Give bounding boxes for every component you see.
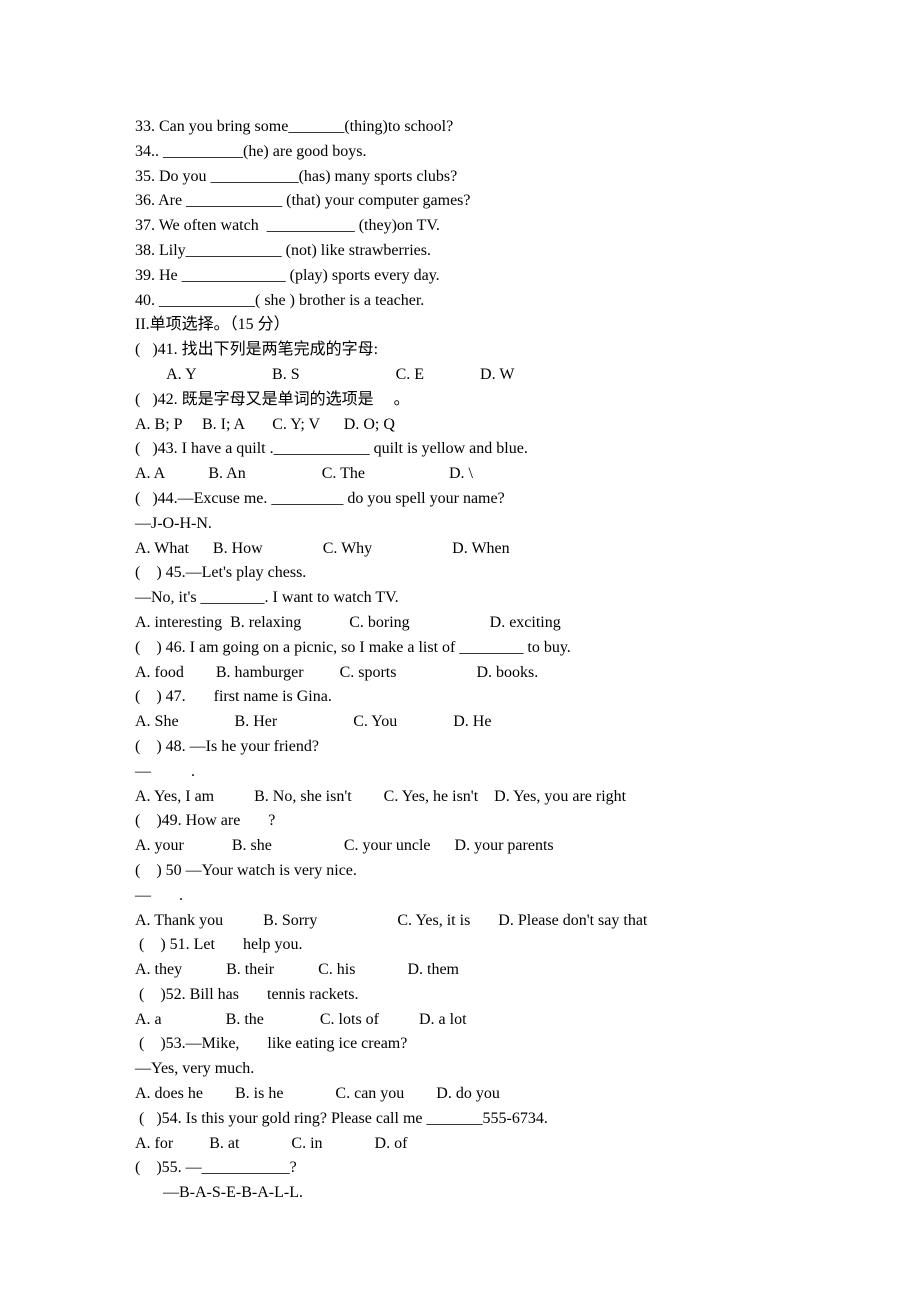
q46-stem: ( ) 46. I am going on a picnic, so I mak…	[135, 636, 785, 661]
q42-opts: A. B; P B. I; A C. Y; V D. O; Q	[135, 413, 785, 438]
q36: 36. Are ____________ (that) your compute…	[135, 189, 785, 214]
q40: 40. ____________( she ) brother is a tea…	[135, 289, 785, 314]
q41-opts: A. Y B. S C. E D. W	[135, 363, 785, 388]
q55-stem: ( )55. ―___________?	[135, 1156, 785, 1181]
q50-stem: ( ) 50 ―Your watch is very nice.	[135, 859, 785, 884]
q49-stem: ( )49. How are ?	[135, 809, 785, 834]
q48-stem: ( ) 48. ―Is he your friend?	[135, 735, 785, 760]
q50-opts: A. Thank you B. Sorry C. Yes, it is D. P…	[135, 909, 785, 934]
q55-resp: ―B-A-S-E-B-A-L-L.	[135, 1181, 785, 1206]
q44-opts: A. What B. How C. Why D. When	[135, 537, 785, 562]
section2-title: II.单项选择。（15 分）	[135, 313, 785, 338]
q48-resp: ― .	[135, 760, 785, 785]
q53-stem: ( )53.―Mike, like eating ice cream?	[135, 1032, 785, 1057]
q34: 34.. __________(he) are good boys.	[135, 140, 785, 165]
q38: 38. Lily____________ (not) like strawber…	[135, 239, 785, 264]
q54-stem: ( )54. Is this your gold ring? Please ca…	[135, 1107, 785, 1132]
q51-stem: ( ) 51. Let help you.	[135, 933, 785, 958]
q45-opts: A. interesting B. relaxing C. boring D. …	[135, 611, 785, 636]
q53-resp: ―Yes, very much.	[135, 1057, 785, 1082]
q46-opts: A. food B. hamburger C. sports D. books.	[135, 661, 785, 686]
q47-stem: ( ) 47. first name is Gina.	[135, 685, 785, 710]
q43-opts: A. A B. An C. The D. \	[135, 462, 785, 487]
q43-stem: ( )43. I have a quilt .____________ quil…	[135, 437, 785, 462]
q51-opts: A. they B. their C. his D. them	[135, 958, 785, 983]
q39: 39. He _____________ (play) sports every…	[135, 264, 785, 289]
q45-stem: ( ) 45.―Let's play chess.	[135, 561, 785, 586]
q45-resp: ―No, it's ________. I want to watch TV.	[135, 586, 785, 611]
q53-opts: A. does he B. is he C. can you D. do you	[135, 1082, 785, 1107]
q47-opts: A. She B. Her C. You D. He	[135, 710, 785, 735]
q42-stem: ( )42. 既是字母又是单词的选项是 。	[135, 388, 785, 413]
q50-resp: ― .	[135, 884, 785, 909]
q54-opts: A. for B. at C. in D. of	[135, 1132, 785, 1157]
q48-opts: A. Yes, I am B. No, she isn't C. Yes, he…	[135, 785, 785, 810]
q44-resp: ―J-O-H-N.	[135, 512, 785, 537]
q37: 37. We often watch ___________ (they)on …	[135, 214, 785, 239]
q35: 35. Do you ___________(has) many sports …	[135, 165, 785, 190]
q52-opts: A. a B. the C. lots of D. a lot	[135, 1008, 785, 1033]
q52-stem: ( )52. Bill has tennis rackets.	[135, 983, 785, 1008]
q49-opts: A. your B. she C. your uncle D. your par…	[135, 834, 785, 859]
q44-stem: ( )44.―Excuse me. _________ do you spell…	[135, 487, 785, 512]
q33: 33. Can you bring some_______(thing)to s…	[135, 115, 785, 140]
q41-stem: ( )41. 找出下列是两笔完成的字母:	[135, 338, 785, 363]
